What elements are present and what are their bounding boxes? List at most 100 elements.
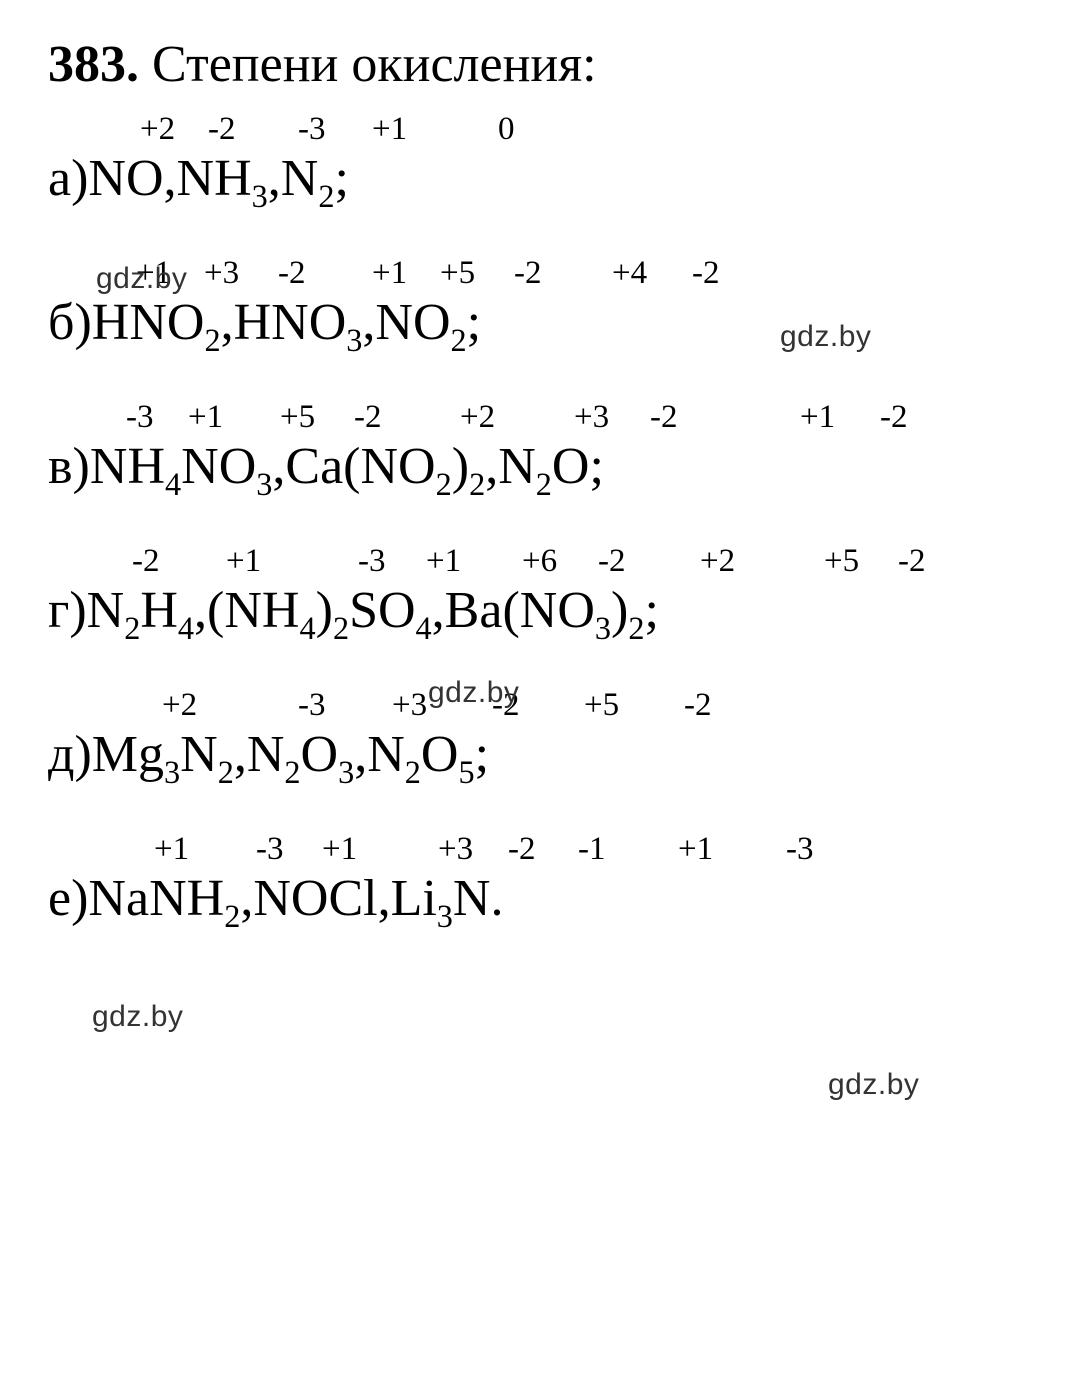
formula-part: H xyxy=(92,297,130,349)
formula-part: N xyxy=(180,729,218,781)
formula-part: H xyxy=(140,585,178,637)
formula-part: , xyxy=(432,585,445,637)
oxidation-state: -2 xyxy=(684,689,712,722)
formula-part: O xyxy=(552,441,590,493)
oxidation-state: +1 xyxy=(322,833,357,866)
formula-part: , xyxy=(240,873,253,925)
page: 383. Степени окисления: +2-2-3+10а) NO, … xyxy=(0,0,1075,1390)
formula-part: N xyxy=(88,873,126,925)
oxidation-state: -2 xyxy=(508,833,536,866)
formula-part: O xyxy=(167,297,205,349)
formula-part: O xyxy=(309,297,347,349)
formula-part: N xyxy=(498,441,536,493)
formula-part: O xyxy=(413,297,451,349)
item-label: д) xyxy=(48,729,92,781)
oxidation-state: -2 xyxy=(132,545,160,578)
oxidation-state: -1 xyxy=(578,833,606,866)
formula-part: ; xyxy=(334,153,348,205)
oxidation-state: +5 xyxy=(440,257,475,290)
oxidation-state: -2 xyxy=(598,545,626,578)
oxidation-state: -2 xyxy=(692,257,720,290)
formula-part: N xyxy=(88,153,126,205)
formula-part: N xyxy=(181,441,219,493)
formula-part: a xyxy=(126,873,149,925)
formula-part: , xyxy=(485,441,498,493)
item-block: +1+3-2+1+5-2+4-2б) HNO2, HNO3, NO2; xyxy=(48,257,1035,349)
formula-part: , xyxy=(354,729,367,781)
formula-part: . xyxy=(490,873,503,925)
formula-part: ; xyxy=(589,441,603,493)
watermark: gdz.by xyxy=(428,676,519,710)
formula-part: S xyxy=(349,585,378,637)
oxidation-state: +6 xyxy=(522,545,557,578)
formula-line: б) HNO2, HNO3, NO2; xyxy=(48,297,1035,349)
oxidation-state: +1 xyxy=(226,545,261,578)
oxidation-state: +1 xyxy=(154,833,189,866)
watermark: gdz.by xyxy=(96,262,187,296)
oxidation-state: +2 xyxy=(162,689,197,722)
formula-part: B xyxy=(445,585,480,637)
oxidation-state: 0 xyxy=(498,113,515,146)
formula-part: ) xyxy=(611,585,628,637)
formula-part: ; xyxy=(475,729,489,781)
formula-part: , xyxy=(234,729,247,781)
formula-part: H xyxy=(127,441,165,493)
oxidation-line: +2-3+3-2+5-2 xyxy=(108,689,1035,729)
formula-part: O xyxy=(301,729,339,781)
oxidation-state: +3 xyxy=(204,257,239,290)
oxidation-line: -2+1-3+1+6-2+2+5-2 xyxy=(108,545,1035,585)
heading-text: Степени окисления: xyxy=(139,36,597,93)
formula-part: N xyxy=(375,297,413,349)
formula-part: N xyxy=(271,297,309,349)
formula-part: a xyxy=(479,585,502,637)
formula-part: N xyxy=(149,873,187,925)
watermark: gdz.by xyxy=(828,1068,919,1102)
oxidation-state: -3 xyxy=(298,113,326,146)
oxidation-state: +1 xyxy=(188,401,223,434)
item-label: е) xyxy=(48,873,88,925)
formula-part: , xyxy=(272,441,285,493)
formula-part: l xyxy=(363,873,377,925)
oxidation-state: -2 xyxy=(880,401,908,434)
oxidation-state: -3 xyxy=(786,833,814,866)
oxidation-state: +2 xyxy=(700,545,735,578)
formula-part: ) xyxy=(316,585,333,637)
oxidation-state: +2 xyxy=(140,113,175,146)
formula-part: ( xyxy=(207,585,224,637)
formula-part: N xyxy=(453,873,491,925)
formula-part: , xyxy=(378,873,391,925)
formula-line: е) NaNH2, NOCl, Li3N. xyxy=(48,873,1035,925)
item-label: б) xyxy=(48,297,92,349)
formula-part: N xyxy=(520,585,558,637)
oxidation-state: +5 xyxy=(280,401,315,434)
item-block: +2-3+3-2+5-2д) Mg3N2, N2O3, N2O5; xyxy=(48,689,1035,781)
formula-part: N xyxy=(253,873,291,925)
oxidation-state: -2 xyxy=(898,545,926,578)
oxidation-state: -3 xyxy=(298,689,326,722)
oxidation-state: +3 xyxy=(438,833,473,866)
formula-part: O xyxy=(557,585,595,637)
formula-part: O xyxy=(421,729,459,781)
item-block: -3+1+5-2+2+3-2+1-2в) NH4NO3, Ca(NO2)2, N… xyxy=(48,401,1035,493)
oxidation-state: +3 xyxy=(392,689,427,722)
formula-part: , xyxy=(268,153,281,205)
oxidation-state: -3 xyxy=(126,401,154,434)
oxidation-state: +5 xyxy=(824,545,859,578)
formula-part: O xyxy=(398,441,436,493)
item-label: в) xyxy=(48,441,90,493)
formula-part: N xyxy=(87,585,125,637)
formula-part: ; xyxy=(644,585,658,637)
formula-part: g xyxy=(138,729,164,781)
formula-part: O xyxy=(219,441,257,493)
oxidation-state: -2 xyxy=(514,257,542,290)
heading: 383. Степени окисления: xyxy=(48,36,1035,93)
formula-part: N xyxy=(367,729,405,781)
oxidation-state: +1 xyxy=(372,257,407,290)
formula-part: O xyxy=(126,153,164,205)
oxidation-state: -2 xyxy=(278,257,306,290)
formula-part: ( xyxy=(502,585,519,637)
oxidation-state: +1 xyxy=(678,833,713,866)
formula-part: C xyxy=(328,873,363,925)
oxidation-state: +2 xyxy=(460,401,495,434)
item-block: +1-3+1+3-2-1+1-3е) NaNH2, NOCl, Li3N. xyxy=(48,833,1035,925)
